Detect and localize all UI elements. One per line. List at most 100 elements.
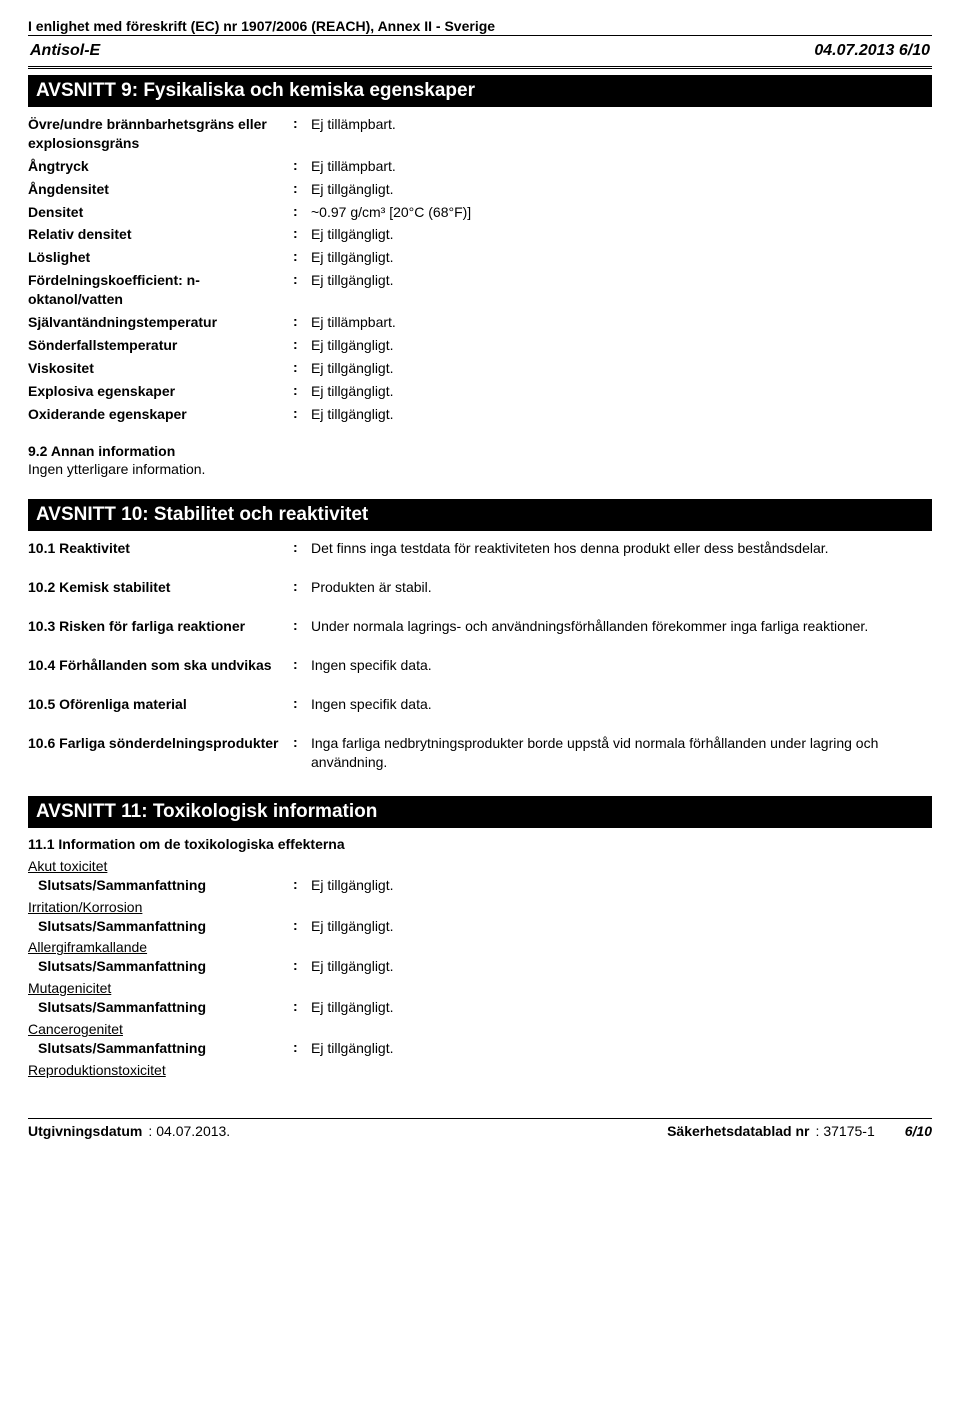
property-value: Det finns inga testdata för reaktivitete… xyxy=(311,539,932,558)
property-value: Ej tillgängligt. xyxy=(311,998,932,1017)
colon: : xyxy=(293,203,311,219)
colon: : xyxy=(293,1039,311,1055)
property-label: 10.1 Reaktivitet xyxy=(28,539,293,558)
section11-props: Akut toxicitet Slutsats/Sammanfattning :… xyxy=(28,858,932,1078)
product-name: Antisol-E xyxy=(30,42,100,60)
section11-header: AVSNITT 11: Toxikologisk information xyxy=(28,796,932,828)
footer-page-number: 6/10 xyxy=(905,1123,932,1139)
property-value: Ej tillgängligt. xyxy=(311,180,932,199)
colon: : xyxy=(293,917,311,933)
property-label: Sönderfallstemperatur xyxy=(28,336,293,355)
section10-props: 10.1 Reaktivitet : Det finns inga testda… xyxy=(28,537,932,773)
colon: : xyxy=(142,1123,156,1139)
property-label: Ångtryck xyxy=(28,157,293,176)
property-label: 10.2 Kemisk stabilitet xyxy=(28,578,293,597)
property-value: Ingen specifik data. xyxy=(311,695,932,714)
property-value: Ej tillämpbart. xyxy=(311,115,932,134)
property-row: 10.2 Kemisk stabilitet : Produkten är st… xyxy=(28,576,932,599)
property-row: Slutsats/Sammanfattning : Ej tillgänglig… xyxy=(28,915,932,938)
footer-right-value: 37175-1 xyxy=(823,1123,874,1139)
property-value: ~0.97 g/cm³ [20°C (68°F)] xyxy=(311,203,932,222)
property-row: Ångtryck : Ej tillämpbart. xyxy=(28,155,932,178)
property-label: Övre/undre brännbarhetsgräns eller explo… xyxy=(28,115,293,153)
tox-group-heading: Irritation/Korrosion xyxy=(28,899,932,915)
property-row: Viskositet : Ej tillgängligt. xyxy=(28,357,932,380)
colon: : xyxy=(293,313,311,329)
property-row: Explosiva egenskaper : Ej tillgängligt. xyxy=(28,380,932,403)
colon: : xyxy=(293,876,311,892)
property-value: Ej tillgängligt. xyxy=(311,225,932,244)
colon: : xyxy=(293,998,311,1014)
property-row: Fördelningskoefficient: n-oktanol/vatten… xyxy=(28,269,932,311)
tox-group-heading: Allergiframkallande xyxy=(28,939,932,955)
property-row: 10.4 Förhållanden som ska undvikas : Ing… xyxy=(28,654,932,677)
property-row: Densitet : ~0.97 g/cm³ [20°C (68°F)] xyxy=(28,201,932,224)
property-row: Slutsats/Sammanfattning : Ej tillgänglig… xyxy=(28,1037,932,1060)
property-label: 10.4 Förhållanden som ska undvikas xyxy=(28,656,293,675)
colon: : xyxy=(293,578,311,594)
property-label: Slutsats/Sammanfattning xyxy=(38,957,293,976)
property-row: 10.5 Oförenliga material : Ingen specifi… xyxy=(28,693,932,716)
tox-group-heading: Akut toxicitet xyxy=(28,858,932,874)
footer-left-value: 04.07.2013. xyxy=(156,1123,230,1139)
property-row: 10.6 Farliga sönderdelningsprodukter : I… xyxy=(28,732,932,774)
section9-sub2-text: Ingen ytterligare information. xyxy=(28,461,932,477)
property-value: Ej tillämpbart. xyxy=(311,313,932,332)
colon: : xyxy=(293,157,311,173)
colon: : xyxy=(293,539,311,555)
colon: : xyxy=(293,180,311,196)
property-value: Ej tillämpbart. xyxy=(311,157,932,176)
colon: : xyxy=(293,617,311,633)
property-label: Densitet xyxy=(28,203,293,222)
property-value: Under normala lagrings- och användningsf… xyxy=(311,617,932,636)
property-value: Inga farliga nedbrytningsprodukter borde… xyxy=(311,734,932,772)
colon: : xyxy=(293,656,311,672)
property-value: Ej tillgängligt. xyxy=(311,405,932,424)
property-value: Ej tillgängligt. xyxy=(311,1039,932,1058)
property-row: Sönderfallstemperatur : Ej tillgängligt. xyxy=(28,334,932,357)
property-label: Explosiva egenskaper xyxy=(28,382,293,401)
property-value: Produkten är stabil. xyxy=(311,578,932,597)
colon: : xyxy=(293,957,311,973)
tox-group-heading: Reproduktionstoxicitet xyxy=(28,1062,932,1078)
property-label: Viskositet xyxy=(28,359,293,378)
colon: : xyxy=(293,271,311,287)
property-value: Ej tillgängligt. xyxy=(311,917,932,936)
colon: : xyxy=(293,405,311,421)
colon: : xyxy=(293,359,311,375)
property-label: Löslighet xyxy=(28,248,293,267)
colon: : xyxy=(293,115,311,131)
tox-group-heading: Cancerogenitet xyxy=(28,1021,932,1037)
property-row: Slutsats/Sammanfattning : Ej tillgänglig… xyxy=(28,996,932,1019)
property-value: Ej tillgängligt. xyxy=(311,271,932,290)
section10-header: AVSNITT 10: Stabilitet och reaktivitet xyxy=(28,499,932,531)
colon: : xyxy=(293,734,311,750)
title-row: Antisol-E 04.07.2013 6/10 xyxy=(28,38,932,64)
property-label: 10.6 Farliga sönderdelningsprodukter xyxy=(28,734,293,753)
colon: : xyxy=(293,248,311,264)
property-value: Ej tillgängligt. xyxy=(311,382,932,401)
footer-right-label: Säkerhetsdatablad nr xyxy=(667,1123,809,1139)
property-row: Oxiderande egenskaper : Ej tillgängligt. xyxy=(28,403,932,426)
double-rule xyxy=(28,66,932,69)
property-row: Ångdensitet : Ej tillgängligt. xyxy=(28,178,932,201)
section9-header: AVSNITT 9: Fysikaliska och kemiska egens… xyxy=(28,75,932,107)
property-value: Ej tillgängligt. xyxy=(311,248,932,267)
colon: : xyxy=(293,225,311,241)
colon: : xyxy=(293,695,311,711)
property-label: Självantändningstemperatur xyxy=(28,313,293,332)
footer: Utgivningsdatum : 04.07.2013. Säkerhetsd… xyxy=(28,1118,932,1139)
section9-sub2-heading: 9.2 Annan information xyxy=(28,443,932,459)
regulation-line: I enlighet med föreskrift (EC) nr 1907/2… xyxy=(28,18,932,36)
property-row: 10.1 Reaktivitet : Det finns inga testda… xyxy=(28,537,932,560)
property-label: Ångdensitet xyxy=(28,180,293,199)
property-label: Slutsats/Sammanfattning xyxy=(38,998,293,1017)
colon: : xyxy=(293,336,311,352)
property-label: 10.3 Risken för farliga reaktioner xyxy=(28,617,293,636)
tox-group-heading: Mutagenicitet xyxy=(28,980,932,996)
property-label: Slutsats/Sammanfattning xyxy=(38,1039,293,1058)
section11-subheading: 11.1 Information om de toxikologiska eff… xyxy=(28,836,932,852)
property-label: 10.5 Oförenliga material xyxy=(28,695,293,714)
section9-props: Övre/undre brännbarhetsgräns eller explo… xyxy=(28,113,932,425)
colon: : xyxy=(809,1123,823,1139)
